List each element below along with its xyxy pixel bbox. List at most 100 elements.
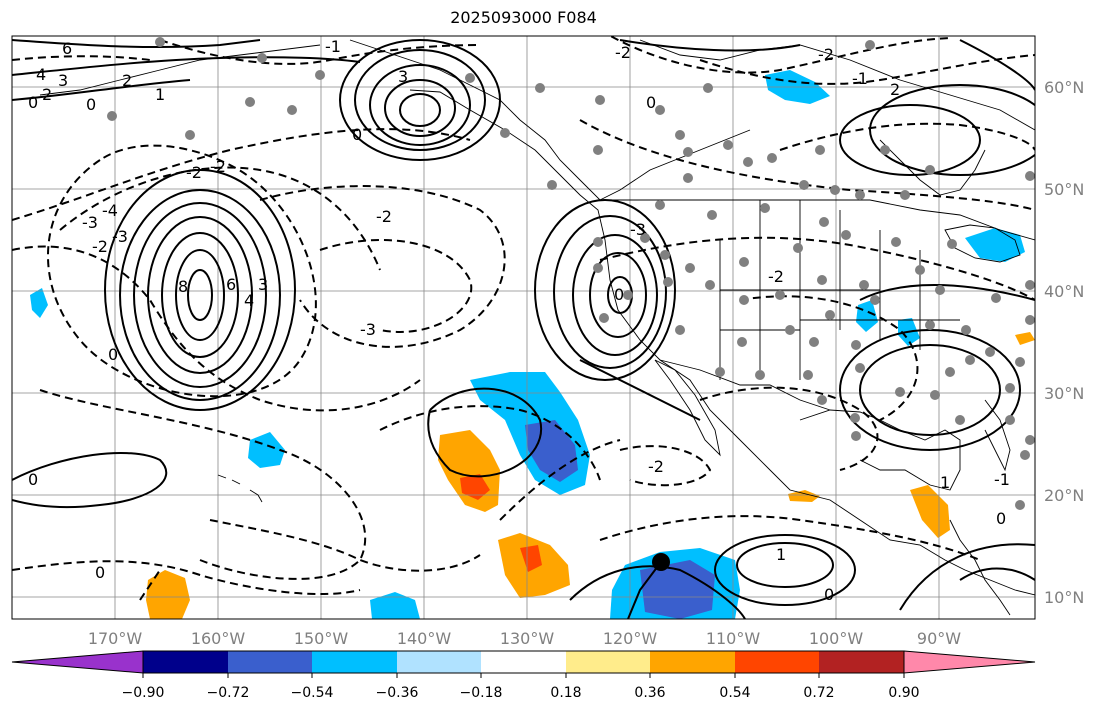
colorbar-segment (650, 651, 735, 673)
contour-label: 3 (58, 71, 68, 90)
colorbar-tick-label: −0.54 (291, 685, 334, 701)
florida (984, 399, 1011, 472)
contour-label: 2 (122, 71, 132, 90)
colorbar-tick-label: −0.72 (207, 685, 250, 701)
contour-label: 0 (352, 125, 362, 144)
contour-label: -2 (648, 457, 664, 476)
shade-red-2 (520, 545, 542, 572)
lat-tick-label: 50°N (1044, 180, 1084, 199)
shade-blue-small-2 (30, 288, 48, 318)
contour-label: 0 (646, 93, 656, 112)
lon-tick-label: 160°W (191, 629, 246, 648)
contour-label: 2 (42, 85, 52, 104)
coastlines (39, 39, 1035, 616)
lat-tick-label: 30°N (1044, 384, 1084, 403)
aleutians (39, 44, 321, 96)
contour-label: 0 (95, 563, 105, 582)
contour-label: 8 (178, 277, 188, 296)
state-lines (719, 200, 960, 380)
contour-label: -3 (630, 220, 646, 239)
contour-label: 0 (996, 509, 1006, 528)
contour-label: 2 (890, 80, 900, 99)
lon-tick-label: 110°W (706, 629, 761, 648)
contour-labels: 6 4 3 2 2 1 0 0 -1 -2 -3 -2 -2 -3 8 6 4 … (28, 37, 1010, 604)
contour-label: 0 (86, 95, 96, 114)
alaska-coast (349, 39, 751, 201)
contour-label: 3 (398, 67, 408, 86)
hawaii (217, 474, 263, 503)
colorbar: −0.90 −0.72 −0.54 −0.36 −0.18 0.18 0.36 … (11, 650, 1036, 701)
colorbar-tick-label: −0.36 (376, 685, 419, 701)
contour-label: -2 (186, 163, 202, 182)
station-markers (107, 37, 1035, 510)
contour-label: -4 (102, 201, 118, 220)
contour-label: 0 (824, 585, 834, 604)
lat-tick-label: 40°N (1044, 282, 1084, 301)
contour-label: 0 (108, 345, 118, 364)
contour-label: 1 (776, 545, 786, 564)
lat-tick-label: 10°N (1044, 588, 1084, 607)
lon-tick-label: 120°W (603, 629, 658, 648)
shade-red-1 (460, 474, 490, 500)
baja-california (654, 359, 721, 457)
lon-axis: 170°W 160°W 150°W 140°W 130°W 120°W 110°… (88, 629, 961, 648)
north-america-coast (409, 89, 1035, 596)
colorbar-segment (143, 651, 228, 673)
colorbar-tick-label: −0.18 (460, 685, 503, 701)
contour-label: -2 (376, 207, 392, 226)
positive-contours (12, 39, 1035, 619)
shade-orange-east (1015, 332, 1035, 345)
contour-label: -2 (92, 237, 108, 256)
contour-label: -1 (994, 470, 1010, 489)
contour-label: -2 (210, 157, 226, 176)
colorbar-tick-label: 0.36 (634, 685, 665, 701)
hudson-bay (879, 139, 986, 196)
shade-darkblue-eq (640, 560, 715, 619)
contour-label: 1 (155, 85, 165, 104)
contour-label: 0 (614, 285, 624, 304)
lon-tick-label: 130°W (500, 629, 555, 648)
shade-blue-small-1 (248, 432, 285, 468)
colorbar-tick-label: 0.54 (719, 685, 750, 701)
colorbar-tick-label: 0.90 (888, 685, 919, 701)
contour-label: 1 (940, 473, 950, 492)
contour-label: -2 (615, 43, 631, 62)
shade-blue-se1 (856, 300, 878, 332)
colorbar-border (142, 650, 905, 674)
lon-tick-label: 90°W (917, 629, 961, 648)
shade-orange-gulf (788, 490, 820, 502)
colorbar-tick-label: 0.72 (803, 685, 834, 701)
contour-label: -1 (325, 37, 341, 56)
colorbar-segment (566, 651, 650, 673)
lat-tick-label: 60°N (1044, 78, 1084, 97)
contour-label: -3 (112, 227, 128, 246)
map-panel (12, 36, 1035, 619)
lon-tick-label: 170°W (88, 629, 143, 648)
contour-label: 4 (36, 65, 46, 84)
contour-label: 0 (28, 470, 38, 489)
canada-arctic (639, 39, 1035, 131)
colorbar-segment (397, 651, 481, 673)
colorbar-segment (735, 651, 819, 673)
contour-label: -3 (360, 320, 376, 339)
shade-orange-3 (146, 570, 190, 619)
contour-label: -2 (768, 267, 784, 286)
colorbar-tick-label: 0.18 (550, 685, 581, 701)
negative-contours (12, 36, 1035, 601)
colorbar-segment (481, 651, 566, 673)
contour-label: 0 (28, 93, 38, 112)
great-lakes (944, 224, 1021, 263)
chart-title: 2025093000 F084 (450, 8, 597, 27)
shade-blue-sw (370, 592, 420, 619)
gridlines (12, 36, 1035, 619)
lon-tick-label: 140°W (397, 629, 452, 648)
contour-label: 6 (226, 275, 236, 294)
colorbar-low-extend (11, 650, 144, 674)
colorbar-segment (312, 651, 397, 673)
lat-tick-label: 20°N (1044, 486, 1084, 505)
colorbar-high-extend (903, 650, 1036, 674)
us-mexico-border (659, 359, 831, 411)
map-border (11, 35, 1036, 620)
contour-label: -2 (818, 45, 834, 64)
